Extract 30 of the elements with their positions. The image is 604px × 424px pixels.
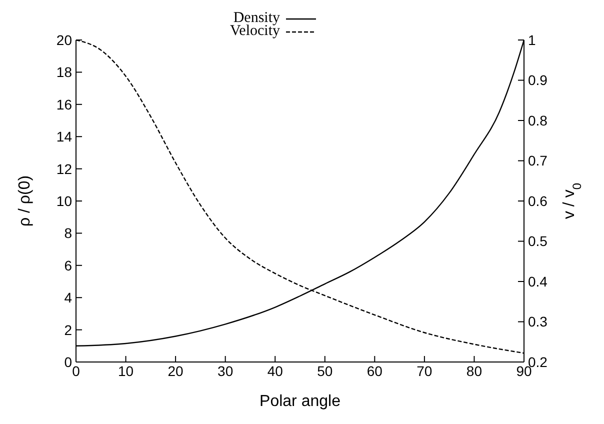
x-tick-label: 20: [168, 362, 184, 379]
y2-tick-label: 0.5: [528, 233, 548, 250]
y-tick-label: 10: [56, 192, 72, 209]
y-axis-title: ρ / ρ(0): [16, 175, 34, 227]
y-tick-label: 12: [56, 160, 72, 177]
x-tick-label: 10: [118, 362, 134, 379]
y-tick-label: 4: [64, 290, 72, 306]
x-tick-label: 70: [416, 362, 432, 379]
x-tick-label: 40: [267, 362, 284, 379]
y2-tick-label: 0.6: [528, 192, 548, 209]
legend-label: Velocity: [230, 23, 280, 39]
y-tick-label: 14: [56, 128, 72, 145]
y2-tick-label: 0.4: [528, 273, 548, 290]
y-tick-label: 8: [64, 225, 72, 242]
x-tick-label: 60: [366, 362, 383, 379]
x-tick-label: 30: [218, 362, 234, 379]
y-tick-label: 6: [64, 257, 72, 274]
x-axis-title: Polar angle: [260, 393, 341, 410]
y2-tick-label: 0.8: [528, 112, 548, 128]
y-tick-label: 20: [56, 32, 72, 48]
y2-tick-label: 1: [528, 32, 536, 48]
x-tick-label: 80: [466, 362, 482, 379]
y2-tick-label: 0.9: [528, 72, 548, 88]
y2-tick-label: 0.3: [528, 314, 548, 330]
y-tick-label: 16: [56, 96, 72, 112]
y-tick-label: 2: [64, 322, 72, 338]
legend-label: Density: [233, 10, 280, 26]
y2-tick-label: 0.7: [528, 152, 548, 169]
y-tick-label: 18: [56, 64, 72, 80]
x-tick-label: 50: [317, 362, 333, 379]
